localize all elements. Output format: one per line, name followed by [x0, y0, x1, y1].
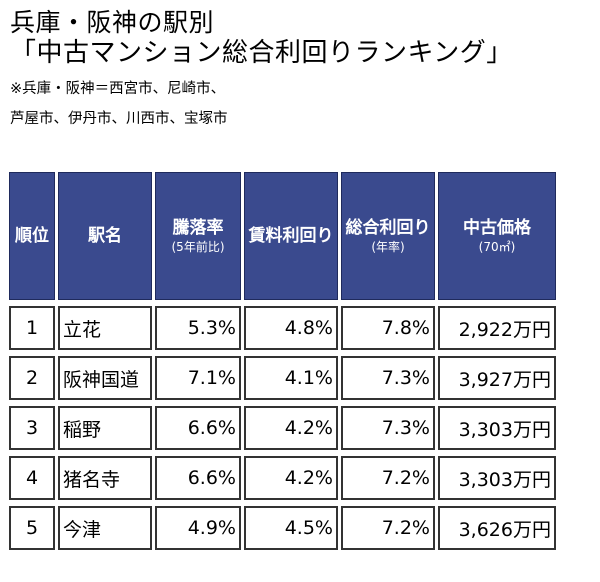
cell-appreciation: 7.1%: [155, 356, 241, 400]
cell-station: 立花: [58, 306, 152, 350]
cell-station: 今津: [58, 506, 152, 550]
cell-station: 稲野: [58, 406, 152, 450]
table-row: 3 稲野 6.6% 4.2% 7.3% 3,303万円: [9, 406, 556, 450]
cell-price: 3,303万円: [438, 456, 556, 500]
cell-rank: 1: [9, 306, 55, 350]
cell-appreciation: 6.6%: [155, 456, 241, 500]
cell-rank: 5: [9, 506, 55, 550]
cell-rent-yield: 4.2%: [244, 406, 338, 450]
cell-rank: 3: [9, 406, 55, 450]
cell-total-yield: 7.8%: [341, 306, 435, 350]
header-station: 駅名: [58, 172, 152, 300]
cell-rent-yield: 4.1%: [244, 356, 338, 400]
title-block: 兵庫・阪神の駅別 「中古マンション総合利回りランキング」 ※兵庫・阪神＝西宮市、…: [10, 8, 590, 130]
cell-total-yield: 7.3%: [341, 356, 435, 400]
header-total-yield: 総合利回り (年率): [341, 172, 435, 300]
cell-total-yield: 7.2%: [341, 506, 435, 550]
page-title: 兵庫・阪神の駅別: [10, 8, 215, 37]
cell-rent-yield: 4.8%: [244, 306, 338, 350]
region-note-continued: 芦屋市、伊丹市、川西市、宝塚市: [10, 111, 228, 127]
cell-appreciation: 6.6%: [155, 406, 241, 450]
cell-station: 猪名寺: [58, 456, 152, 500]
cell-total-yield: 7.3%: [341, 406, 435, 450]
header-rent-yield: 賃料利回り: [244, 172, 338, 300]
cell-total-yield: 7.2%: [341, 456, 435, 500]
header-price: 中古価格 (70㎡): [438, 172, 556, 300]
cell-price: 2,922万円: [438, 306, 556, 350]
cell-appreciation: 4.9%: [155, 506, 241, 550]
table-header-row: 順位 駅名 騰落率 (5年前比) 賃料利回り 総合利回り (年率) 中古価格 (…: [9, 172, 556, 300]
header-appreciation: 騰落率 (5年前比): [155, 172, 241, 300]
table-row: 4 猪名寺 6.6% 4.2% 7.2% 3,303万円: [9, 456, 556, 500]
cell-rank: 2: [9, 356, 55, 400]
cell-rank: 4: [9, 456, 55, 500]
header-rank: 順位: [9, 172, 55, 300]
cell-price: 3,927万円: [438, 356, 556, 400]
cell-appreciation: 5.3%: [155, 306, 241, 350]
table-row: 2 阪神国道 7.1% 4.1% 7.3% 3,927万円: [9, 356, 556, 400]
page-subtitle: 「中古マンション総合利回りランキング」: [10, 38, 513, 68]
cell-rent-yield: 4.2%: [244, 456, 338, 500]
region-note: ※兵庫・阪神＝西宮市、尼崎市、: [10, 81, 226, 97]
cell-rent-yield: 4.5%: [244, 506, 338, 550]
ranking-table: 順位 駅名 騰落率 (5年前比) 賃料利回り 総合利回り (年率) 中古価格 (…: [6, 166, 559, 556]
cell-price: 3,626万円: [438, 506, 556, 550]
cell-price: 3,303万円: [438, 406, 556, 450]
table-row: 5 今津 4.9% 4.5% 7.2% 3,626万円: [9, 506, 556, 550]
table-row: 1 立花 5.3% 4.8% 7.8% 2,922万円: [9, 306, 556, 350]
cell-station: 阪神国道: [58, 356, 152, 400]
